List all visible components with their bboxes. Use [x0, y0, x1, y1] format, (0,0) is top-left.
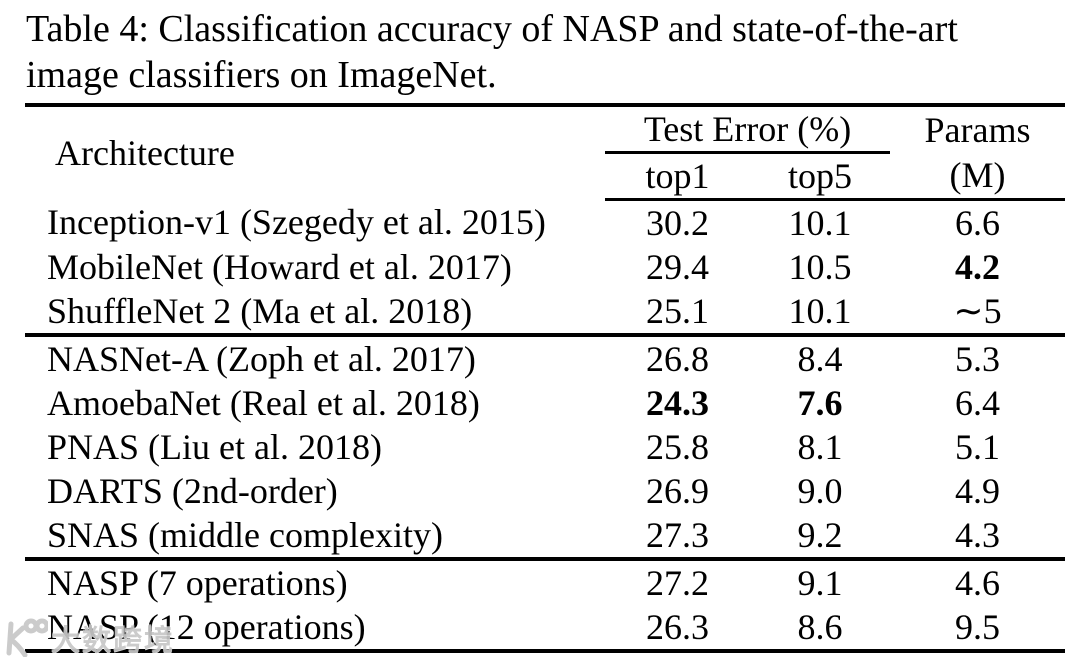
col-header-test-error-group: Test Error (%) — [605, 105, 891, 154]
table-row: ShuffleNet 2 (Ma et al. 2018) 25.1 10.1 … — [25, 289, 1065, 335]
cell-architecture: SNAS (middle complexity) — [47, 515, 443, 555]
cell-top5: 9.0 — [797, 471, 843, 511]
cell-top5: 7.6 — [797, 383, 843, 423]
table-row: DARTS (2nd-order) 26.9 9.0 4.9 — [25, 469, 1065, 513]
col-header-top5: top5 — [750, 152, 891, 201]
cell-top5: 9.1 — [750, 557, 891, 605]
cell-top5: 8.6 — [797, 607, 843, 647]
cell-top1: 26.8 — [605, 333, 750, 381]
table-row: MobileNet (Howard et al. 2017) 29.4 10.5… — [25, 245, 1065, 289]
watermark-text: 大数跨境 — [51, 622, 176, 657]
cell-top1: 25.1 — [646, 291, 709, 331]
cell-params: 9.5 — [955, 607, 1001, 647]
cell-architecture: NASP (7 operations) — [25, 557, 605, 605]
caption-line-1: Table 4: Classification accuracy of NASP… — [26, 8, 958, 50]
cell-top5: 9.2 — [797, 515, 843, 555]
cell-top1: 27.2 — [605, 557, 750, 605]
table-row: PNAS (Liu et al. 2018) 25.8 8.1 5.1 — [25, 425, 1065, 469]
table-row: Inception-v1 (Szegedy et al. 2015) 30.2 … — [25, 200, 1065, 246]
table-row: NASNet-A (Zoph et al. 2017) 26.8 8.4 5.3 — [25, 333, 1066, 381]
cell-architecture: NASNet-A (Zoph et al. 2017) — [25, 333, 605, 381]
cell-architecture: Inception-v1 (Szegedy et al. 2015) — [47, 202, 546, 243]
cell-top5: 8.1 — [797, 427, 843, 467]
cell-params: 6.6 — [955, 203, 1001, 243]
col-header-architecture: Architecture — [55, 133, 235, 174]
col-header-top1: top1 — [605, 152, 750, 201]
header-row-2: top1 top5 (M) — [25, 152, 1066, 201]
cell-top5: 10.1 — [788, 291, 852, 331]
table-row: SNAS (middle complexity) 27.3 9.2 4.3 — [25, 513, 1065, 559]
cell-architecture: DARTS (2nd-order) — [47, 471, 338, 511]
cell-top1: 26.9 — [646, 471, 709, 511]
cell-params: 6.4 — [955, 383, 1001, 423]
cell-top1: 27.3 — [646, 515, 709, 555]
dashu-kuajing-logo-icon — [2, 617, 50, 662]
table-row: NASP (12 operations) 26.3 8.6 9.5 — [25, 605, 1065, 651]
watermark: 大数跨境 — [2, 617, 175, 662]
caption-line-2: image classifiers on ImageNet. — [26, 54, 497, 96]
table-row: NASP (7 operations) 27.2 9.1 4.6 — [25, 557, 1066, 605]
cell-architecture: MobileNet (Howard et al. 2017) — [47, 247, 512, 287]
cell-top1: 26.3 — [646, 607, 709, 647]
cell-params: 4.3 — [955, 515, 1001, 555]
cell-params: 4.9 — [955, 471, 1001, 511]
cell-top1: 30.2 — [646, 203, 709, 243]
cell-architecture: ShuffleNet 2 (Ma et al. 2018) — [47, 291, 473, 331]
cell-params: 5.3 — [890, 333, 1066, 381]
cell-architecture: NASP (12 operations) — [47, 607, 366, 647]
col-header-params-unit: (M) — [890, 152, 1066, 201]
cell-top1: 25.8 — [646, 427, 709, 467]
table-caption: Table 4: Classification accuracy of NASP… — [26, 6, 958, 98]
header-row-1: Architecture Test Error (%) Params — [25, 105, 1065, 173]
cell-architecture: AmoebaNet (Real et al. 2018) — [47, 383, 480, 423]
table-row: AmoebaNet (Real et al. 2018) 24.3 7.6 6.… — [25, 381, 1065, 425]
cell-params: 4.6 — [890, 557, 1066, 605]
cell-params: 5.1 — [955, 427, 1001, 467]
cell-params: 4.2 — [955, 247, 1001, 287]
cell-architecture: PNAS (Liu et al. 2018) — [47, 427, 382, 467]
cell-top1: 24.3 — [646, 383, 709, 423]
cell-top5: 8.4 — [750, 333, 891, 381]
cell-params: ∼5 — [953, 291, 1002, 331]
results-table: Architecture Test Error (%) Params top1 … — [25, 103, 1066, 653]
cell-top5: 10.5 — [788, 247, 852, 287]
cell-top1: 29.4 — [646, 247, 709, 287]
col-header-params: Params — [924, 109, 1031, 150]
cell-top5: 10.1 — [788, 203, 852, 243]
